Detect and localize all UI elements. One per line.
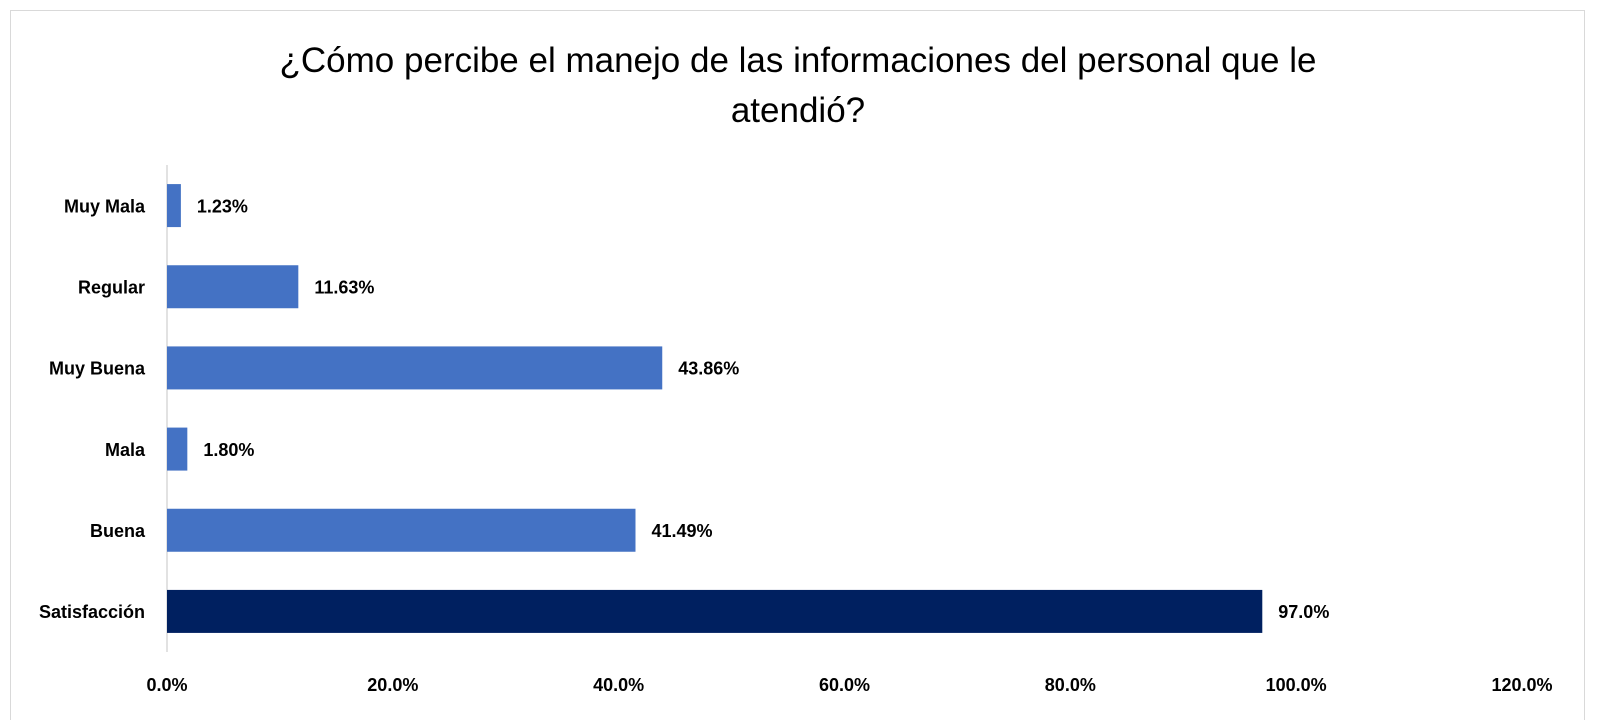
y-tick-label: Buena bbox=[90, 521, 146, 541]
y-tick-label: Satisfacción bbox=[39, 602, 145, 622]
bar bbox=[167, 589, 1263, 633]
bar bbox=[167, 265, 299, 309]
x-tick-label: 0.0% bbox=[146, 675, 187, 695]
x-tick-label: 80.0% bbox=[1045, 675, 1096, 695]
x-tick-label: 60.0% bbox=[819, 675, 870, 695]
x-tick-label: 120.0% bbox=[1491, 675, 1552, 695]
value-label: 1.23% bbox=[197, 196, 248, 216]
y-tick-label: Muy Mala bbox=[64, 196, 146, 216]
chart-title: ¿Cómo percibe el manejo de las informaci… bbox=[279, 41, 1317, 130]
x-tick-label: 100.0% bbox=[1266, 675, 1327, 695]
x-tick-label: 20.0% bbox=[367, 675, 418, 695]
bar bbox=[167, 346, 663, 390]
value-label: 41.49% bbox=[651, 521, 712, 541]
bar bbox=[167, 427, 188, 471]
y-tick-label: Muy Buena bbox=[49, 359, 146, 379]
y-tick-label: Mala bbox=[105, 440, 146, 460]
x-tick-label: 40.0% bbox=[593, 675, 644, 695]
value-label: 11.63% bbox=[314, 278, 374, 298]
chart-frame bbox=[10, 10, 1585, 720]
value-label: 97.0% bbox=[1278, 602, 1329, 622]
value-label: 1.80% bbox=[203, 440, 254, 460]
bar bbox=[167, 508, 636, 552]
y-tick-label: Regular bbox=[78, 278, 145, 298]
value-label: 43.86% bbox=[678, 359, 739, 379]
bar bbox=[167, 184, 181, 228]
